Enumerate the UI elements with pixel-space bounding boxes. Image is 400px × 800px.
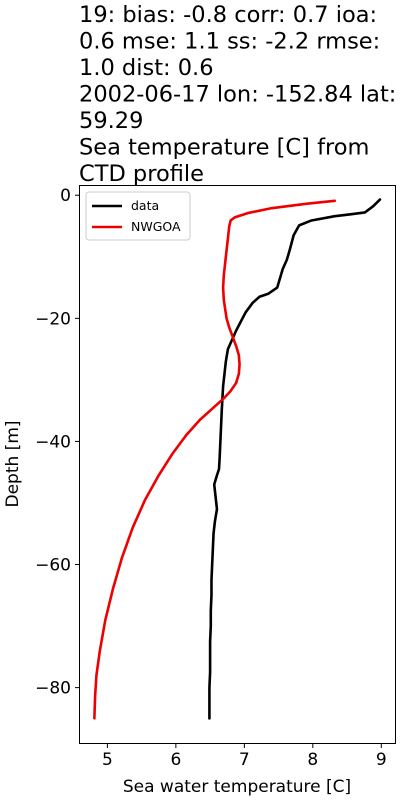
y-tick-label: −40 (35, 432, 71, 452)
series-line-nwgoa (93, 199, 337, 720)
y-axis-ticks: 0 −20 −40 −60 −80 (35, 186, 80, 699)
title-line-7: CTD profile (79, 161, 204, 187)
title-line-2: 0.6 mse: 1.1 ss: -2.2 rmse: (79, 29, 380, 55)
chart-title: 19: bias: -0.8 corr: 0.7 ioa: 0.6 mse: 1… (79, 2, 396, 187)
series-line-data (208, 198, 382, 720)
plot-frame (79, 185, 396, 744)
title-line-3: 1.0 dist: 0.6 (79, 55, 214, 81)
legend-label-data: data (131, 198, 159, 213)
x-tick-label: 9 (376, 750, 387, 770)
title-line-4: 2002-06-17 lon: -152.84 lat: (79, 82, 396, 108)
title-line-6: Sea temperature [C] from (79, 135, 369, 161)
title-line-1: 19: bias: -0.8 corr: 0.7 ioa: (79, 2, 377, 28)
x-axis-label: Sea water temperature [C] (123, 777, 351, 797)
legend-label-nwgoa: NWGOA (131, 219, 181, 234)
y-tick-label: −60 (35, 556, 71, 576)
x-axis-ticks: 5 6 7 8 9 (102, 743, 387, 770)
y-tick-label: −80 (35, 679, 71, 699)
x-tick-label: 7 (239, 750, 250, 770)
x-tick-label: 8 (307, 750, 318, 770)
x-tick-label: 5 (102, 750, 113, 770)
x-tick-label: 6 (170, 750, 181, 770)
plot-lines (93, 198, 382, 720)
y-tick-label: −20 (35, 309, 71, 329)
title-line-5: 59.29 (79, 108, 143, 134)
y-axis-label: Depth [m] (3, 420, 23, 507)
y-tick-label: 0 (60, 186, 71, 206)
legend: data NWGOA (85, 191, 191, 241)
